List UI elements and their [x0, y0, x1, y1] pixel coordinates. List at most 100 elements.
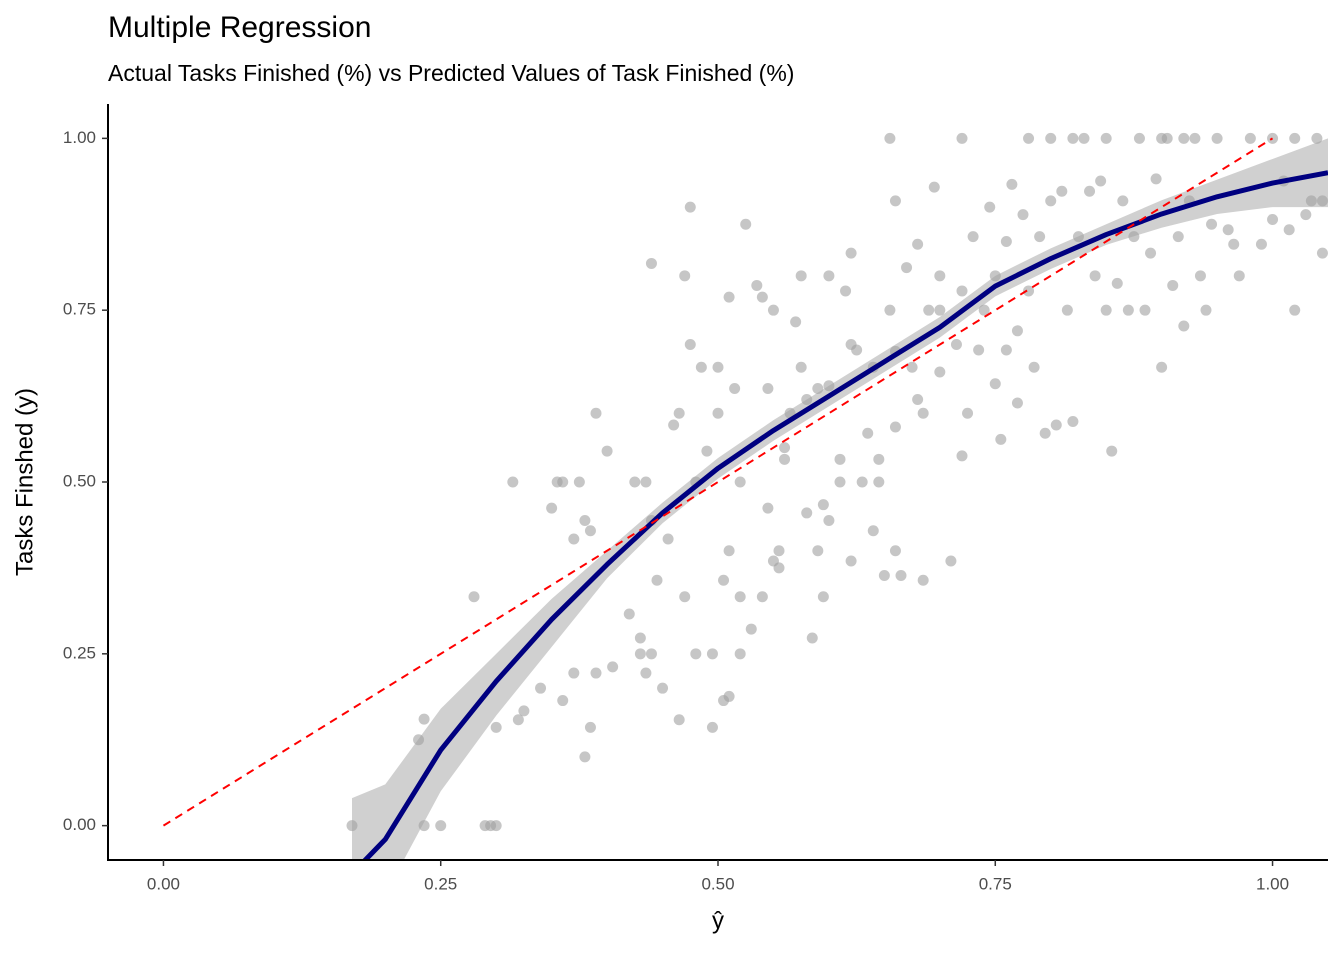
data-point: [795, 361, 807, 373]
data-point: [712, 361, 724, 373]
data-point: [640, 667, 652, 679]
data-point: [1011, 325, 1023, 337]
data-point: [934, 366, 946, 378]
data-point: [989, 378, 1001, 390]
data-point: [1034, 231, 1046, 243]
data-point: [706, 721, 718, 733]
data-point: [734, 591, 746, 603]
data-point: [706, 648, 718, 660]
data-point: [812, 383, 824, 395]
data-point: [490, 820, 502, 832]
data-point: [978, 304, 990, 316]
data-point: [1200, 304, 1212, 316]
data-point: [734, 648, 746, 660]
data-point: [1228, 238, 1240, 250]
data-point: [1211, 132, 1223, 144]
data-point: [512, 714, 524, 726]
data-point: [640, 476, 652, 488]
data-point: [1089, 270, 1101, 282]
data-point: [1078, 132, 1090, 144]
x-axis-label: ŷ: [712, 907, 724, 934]
data-point: [695, 361, 707, 373]
data-point: [1267, 132, 1279, 144]
data-point: [806, 632, 818, 644]
data-point: [845, 247, 857, 259]
data-point: [917, 407, 929, 419]
data-point: [779, 442, 791, 454]
data-point: [767, 304, 779, 316]
data-point: [579, 751, 591, 763]
data-point: [1178, 320, 1190, 332]
data-point: [790, 316, 802, 328]
data-point: [1045, 195, 1057, 207]
data-point: [1305, 195, 1317, 207]
data-point: [645, 257, 657, 269]
x-tick-label: 0.50: [701, 874, 734, 893]
data-point: [1100, 132, 1112, 144]
y-tick-label: 0.50: [63, 471, 96, 490]
data-point: [590, 667, 602, 679]
data-point: [834, 453, 846, 465]
data-point: [668, 419, 680, 431]
data-point: [601, 445, 613, 457]
data-point: [1017, 209, 1029, 221]
data-point: [1000, 235, 1012, 247]
data-point: [956, 132, 968, 144]
data-point: [579, 514, 591, 526]
data-point: [962, 407, 974, 419]
data-point: [1194, 270, 1206, 282]
data-point: [1072, 231, 1084, 243]
data-point: [912, 238, 924, 250]
data-point: [1067, 132, 1079, 144]
data-point: [740, 218, 752, 230]
data-point: [507, 476, 519, 488]
data-point: [934, 270, 946, 282]
data-point: [584, 721, 596, 733]
data-point: [1111, 277, 1123, 289]
y-tick-label: 0.75: [63, 300, 96, 319]
data-point: [1133, 132, 1145, 144]
data-point: [718, 574, 730, 586]
data-point: [634, 632, 646, 644]
data-point: [801, 394, 813, 406]
data-point: [956, 450, 968, 462]
data-point: [756, 291, 768, 303]
data-point: [734, 476, 746, 488]
data-point: [1167, 279, 1179, 291]
data-point: [1006, 178, 1018, 190]
data-point: [684, 201, 696, 213]
chart-subtitle: Actual Tasks Finished (%) vs Predicted V…: [108, 60, 794, 86]
data-point: [817, 499, 829, 511]
data-point: [873, 476, 885, 488]
data-point: [557, 695, 569, 707]
data-point: [762, 383, 774, 395]
data-point: [1255, 238, 1267, 250]
data-point: [673, 407, 685, 419]
data-point: [1172, 231, 1184, 243]
data-point: [795, 270, 807, 282]
data-point: [773, 562, 785, 574]
data-point: [856, 476, 868, 488]
data-point: [557, 476, 569, 488]
data-point: [1267, 213, 1279, 225]
data-point: [967, 231, 979, 243]
data-point: [895, 569, 907, 581]
data-point: [823, 380, 835, 392]
data-point: [1061, 304, 1073, 316]
data-point: [751, 279, 763, 291]
data-point: [435, 820, 447, 832]
data-point: [889, 421, 901, 433]
data-point: [1300, 209, 1312, 221]
data-point: [884, 132, 896, 144]
data-point: [651, 574, 663, 586]
data-point: [1100, 304, 1112, 316]
y-tick-label: 0.00: [63, 815, 96, 834]
fit-line: [361, 170, 1328, 860]
data-point: [413, 734, 425, 746]
data-point: [1178, 132, 1190, 144]
data-point: [1067, 416, 1079, 428]
data-point: [1156, 361, 1168, 373]
data-point: [823, 270, 835, 282]
data-point: [884, 304, 896, 316]
